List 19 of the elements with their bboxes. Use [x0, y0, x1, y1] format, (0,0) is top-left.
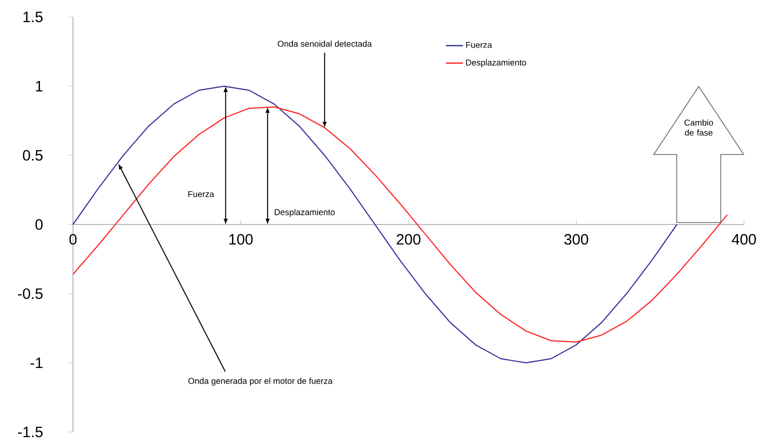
y-tick-label: 0.5: [22, 150, 43, 161]
x-tick-label: 300: [564, 234, 588, 245]
y-tick-label: 1.5: [23, 12, 43, 22]
y-tick-label: -0.5: [18, 288, 43, 299]
x-tick-label: 0: [69, 234, 77, 245]
x-tick-label: 400: [732, 234, 756, 245]
y-tick-label: 0: [35, 219, 43, 230]
x-tick-label: 200: [396, 234, 420, 245]
y-tick-label: 1: [36, 81, 42, 92]
x-tick-label: 100: [229, 234, 253, 245]
legend-label: Fuerza: [466, 42, 492, 48]
annotation: Onda generada por el motor de fuerza: [188, 378, 333, 386]
legend-label: Desplazamiento: [466, 59, 526, 68]
y-tick-label: -1: [30, 358, 42, 368]
annotation: Fuerza: [188, 191, 214, 198]
annotation: Cambio de fase: [684, 119, 713, 136]
annotation: Desplazamiento: [274, 208, 335, 217]
annotation: Onda senoidal detectada: [278, 40, 372, 47]
y-tick-label: -1.5: [18, 426, 43, 438]
